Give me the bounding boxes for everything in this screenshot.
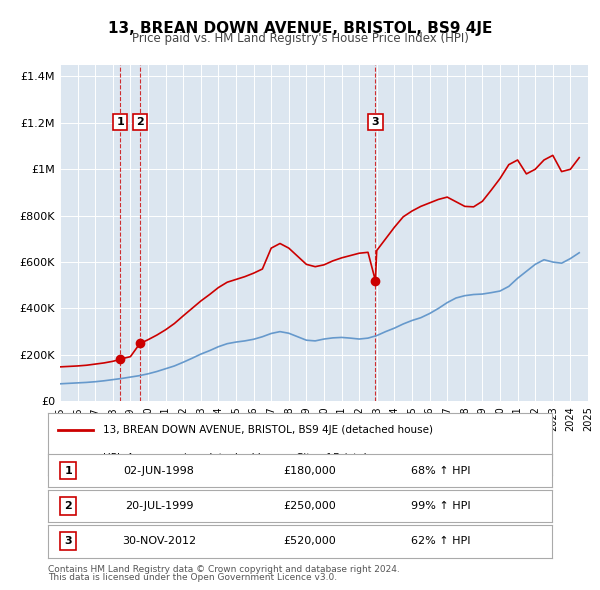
Text: 1: 1 [116, 117, 124, 127]
Text: 13, BREAN DOWN AVENUE, BRISTOL, BS9 4JE (detached house): 13, BREAN DOWN AVENUE, BRISTOL, BS9 4JE … [103, 425, 433, 435]
Text: 1: 1 [64, 466, 72, 476]
Text: 2: 2 [64, 501, 72, 511]
Text: This data is licensed under the Open Government Licence v3.0.: This data is licensed under the Open Gov… [48, 573, 337, 582]
Text: Contains HM Land Registry data © Crown copyright and database right 2024.: Contains HM Land Registry data © Crown c… [48, 565, 400, 574]
Text: 3: 3 [371, 117, 379, 127]
Text: Price paid vs. HM Land Registry's House Price Index (HPI): Price paid vs. HM Land Registry's House … [131, 32, 469, 45]
Text: 2: 2 [136, 117, 144, 127]
Text: £180,000: £180,000 [284, 466, 337, 476]
Text: 20-JUL-1999: 20-JUL-1999 [125, 501, 193, 511]
Text: £520,000: £520,000 [284, 536, 337, 546]
Text: HPI: Average price, detached house, City of Bristol: HPI: Average price, detached house, City… [103, 453, 367, 463]
Text: 62% ↑ HPI: 62% ↑ HPI [412, 536, 471, 546]
Text: 68% ↑ HPI: 68% ↑ HPI [412, 466, 471, 476]
Text: 02-JUN-1998: 02-JUN-1998 [124, 466, 194, 476]
Text: 13, BREAN DOWN AVENUE, BRISTOL, BS9 4JE: 13, BREAN DOWN AVENUE, BRISTOL, BS9 4JE [108, 21, 492, 35]
Text: £250,000: £250,000 [284, 501, 337, 511]
Text: 99% ↑ HPI: 99% ↑ HPI [412, 501, 471, 511]
Text: 3: 3 [64, 536, 72, 546]
Text: 30-NOV-2012: 30-NOV-2012 [122, 536, 196, 546]
